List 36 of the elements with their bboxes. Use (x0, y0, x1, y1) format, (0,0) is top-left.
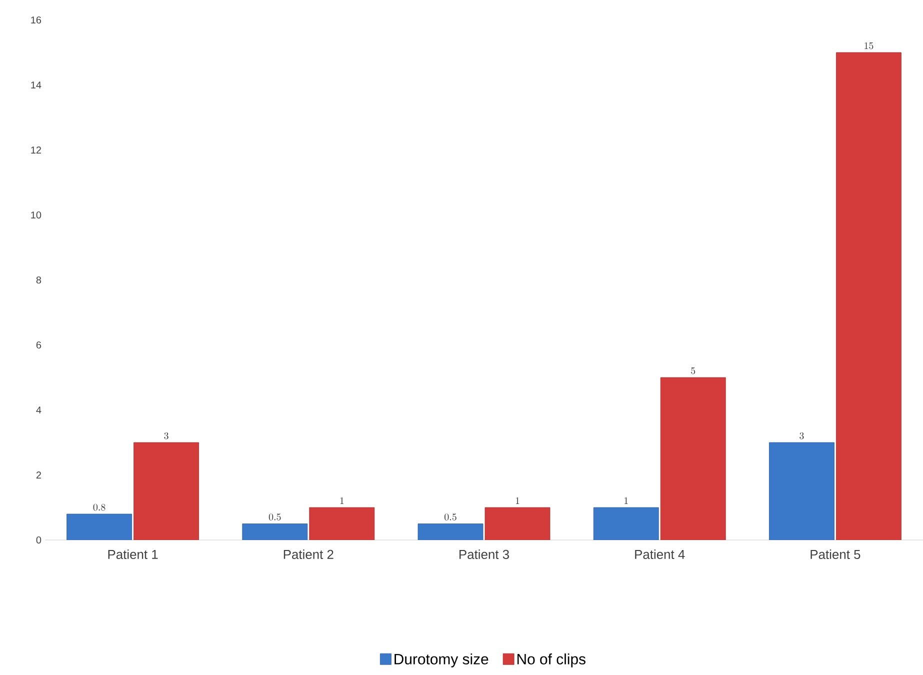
data-label: 3 (164, 432, 168, 440)
y-tick-label: 16 (31, 16, 42, 24)
x-tick-label: Patient 2 (284, 550, 334, 560)
bar (593, 507, 659, 540)
bar (660, 377, 726, 540)
x-tick-label: Patient 3 (460, 550, 509, 560)
data-label: 0.5 (268, 514, 281, 520)
y-tick-label: 14 (31, 82, 42, 88)
data-label: 0.5 (444, 514, 456, 520)
legend-label: No of clips (517, 653, 586, 668)
bar (418, 524, 484, 540)
y-tick-label: 6 (36, 341, 42, 349)
data-label: 15 (864, 42, 874, 50)
y-tick-label: 4 (36, 406, 42, 414)
legend-label: Durotomy size (394, 653, 488, 668)
bar (309, 507, 375, 540)
x-tick-label: Patient 1 (108, 550, 158, 560)
x-tick-label: Patient 5 (810, 550, 860, 560)
data-label: 0.8 (93, 504, 106, 511)
data-label: 5 (691, 367, 696, 374)
data-label: 1 (340, 497, 344, 504)
data-label: 3 (800, 432, 804, 440)
y-tick-label: 2 (36, 472, 41, 478)
y-tick-label: 12 (31, 146, 41, 154)
x-tick-label: Patient 4 (635, 550, 685, 560)
y-tick-label: 8 (36, 276, 42, 284)
data-label: 1 (624, 497, 628, 504)
y-tick-label: 0 (36, 536, 42, 544)
data-label: 1 (516, 497, 520, 504)
bar (836, 52, 902, 540)
bar (484, 507, 550, 540)
bar (134, 442, 199, 540)
bar (242, 524, 308, 540)
y-tick-label: 10 (31, 211, 42, 219)
bar (66, 514, 132, 540)
bar (769, 442, 834, 540)
